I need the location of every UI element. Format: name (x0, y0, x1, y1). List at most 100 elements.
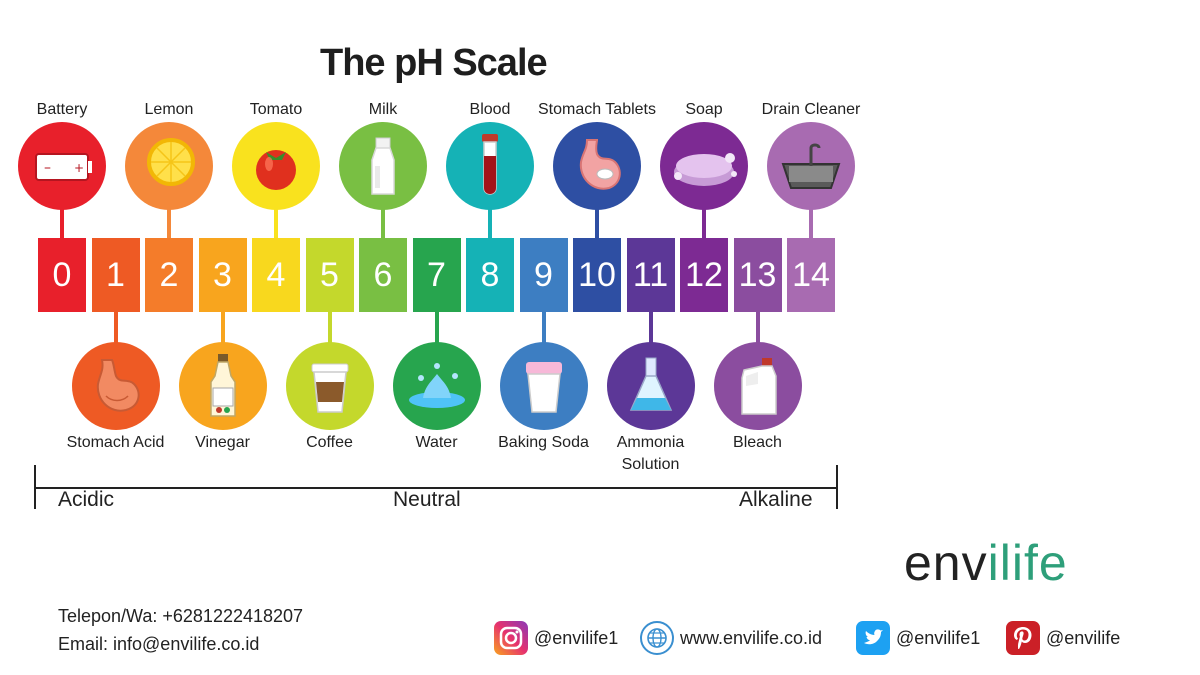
ph-value-8: 8 (466, 238, 514, 312)
label-stomach-acid: Stomach Acid (66, 434, 165, 451)
example-soap (660, 122, 748, 210)
coffee-cup-icon (311, 363, 348, 413)
lemon-icon (147, 138, 195, 186)
neutral-label: Neutral (393, 488, 461, 511)
water-splash-icon (408, 363, 465, 408)
range-axis-line (34, 487, 838, 489)
connector-drain-cleaner (809, 208, 813, 238)
example-battery: – + (18, 122, 106, 210)
label-bleach: Bleach (733, 434, 782, 451)
baking-soda-icon (525, 362, 562, 413)
ph-value-5: 5 (305, 238, 354, 312)
social-instagram[interactable]: @envilife1 (494, 620, 618, 656)
example-milk (339, 122, 427, 210)
example-stomach-tablets (553, 122, 641, 210)
svg-text:–: – (44, 160, 51, 176)
label-soap: Soap (685, 101, 723, 118)
globe-icon (640, 621, 674, 655)
label-milk: Milk (368, 101, 398, 118)
label-coffee: Coffee (306, 434, 353, 451)
label-battery: Battery (36, 101, 88, 118)
example-water (392, 342, 481, 430)
connector-stomach-tablets (595, 208, 599, 238)
connector-bleach (755, 312, 760, 346)
example-vinegar (178, 342, 267, 430)
connector-vinegar (220, 312, 225, 346)
connector-milk (381, 208, 385, 238)
ph-value-13: 13 (733, 238, 782, 312)
website-url: www.envilife.co.id (680, 627, 823, 648)
logo-text-dark: env (904, 535, 988, 591)
connector-stomach-acid (113, 312, 118, 346)
social-website[interactable]: www.envilife.co.id (640, 620, 822, 656)
pinterest-icon (1006, 621, 1040, 655)
label-drain-cleaner: Drain Cleaner (761, 101, 861, 118)
label-stomach-tablets: Stomach Tablets (538, 101, 656, 118)
ph-value-14: 14 (787, 238, 835, 312)
example-stomach-acid (71, 342, 160, 430)
ph-value-6: 6 (359, 238, 407, 312)
acidic-label: Acidic (58, 488, 115, 511)
label-lemon: Lemon (144, 101, 194, 118)
ph-value-9: 9 (519, 238, 568, 312)
contact-phone: Telepon/Wa: +6281222418207 (58, 606, 304, 626)
ph-value-10: 10 (573, 238, 621, 312)
instagram-handle: @envilife1 (534, 627, 619, 648)
pinterest-handle: @envilife (1046, 627, 1121, 648)
sink-icon (781, 143, 841, 189)
stomach-icon (96, 359, 140, 412)
bleach-jug-icon (740, 358, 777, 415)
blood-tube-icon (482, 134, 498, 195)
label-ammonia-solution-line2: Solution (621, 456, 680, 473)
soap-icon (674, 153, 737, 186)
vinegar-bottle-icon (209, 354, 236, 417)
logo-text-green: ilife (987, 535, 1068, 591)
example-lemon (125, 122, 213, 210)
connector-tomato (274, 208, 278, 238)
svg-text:+: + (74, 161, 84, 175)
ph-value-2: 2 (145, 238, 193, 312)
label-baking-soda: Baking Soda (498, 434, 589, 451)
alkaline-label: Alkaline (739, 488, 813, 511)
example-baking-soda (499, 342, 588, 430)
connector-water (434, 312, 439, 346)
ph-value-0: 0 (38, 238, 86, 312)
connector-baking-soda (541, 312, 546, 346)
ph-value-12: 12 (680, 238, 728, 312)
example-coffee (285, 342, 374, 430)
range-axis-tick-right (836, 465, 838, 509)
milk-bottle-icon (371, 137, 395, 195)
connector-ammonia-solution (648, 312, 653, 346)
ph-value-4: 4 (252, 238, 300, 312)
connector-soap (702, 208, 706, 238)
ph-value-3: 3 (198, 238, 247, 312)
connector-battery (60, 208, 64, 238)
tomato-icon (256, 150, 296, 190)
label-tomato: Tomato (249, 101, 303, 118)
connector-blood (488, 208, 492, 238)
battery-icon: – + (35, 153, 92, 181)
label-ammonia-solution-line1: Ammonia (616, 434, 685, 451)
label-water: Water (415, 434, 458, 451)
ph-value-1: 1 (91, 238, 140, 312)
connector-coffee (327, 312, 332, 346)
twitter-icon (856, 621, 890, 655)
connector-lemon (167, 208, 171, 238)
label-vinegar: Vinegar (195, 434, 250, 451)
social-twitter[interactable]: @envilife1 (856, 620, 980, 656)
stomach-tablet-icon (579, 139, 621, 190)
label-blood: Blood (469, 101, 511, 118)
ph-value-11: 11 (626, 238, 675, 312)
contact-email: Email: info@envilife.co.id (58, 634, 260, 654)
social-pinterest[interactable]: @envilife (1006, 620, 1120, 656)
flask-icon (629, 357, 672, 411)
twitter-handle: @envilife1 (896, 627, 981, 648)
example-blood (446, 122, 534, 210)
example-ammonia-solution (606, 342, 695, 430)
page-title: The pH Scale (320, 42, 548, 84)
example-drain-cleaner (767, 122, 855, 210)
example-tomato (232, 122, 320, 210)
example-bleach (713, 342, 802, 430)
range-axis-tick-left (34, 465, 36, 509)
